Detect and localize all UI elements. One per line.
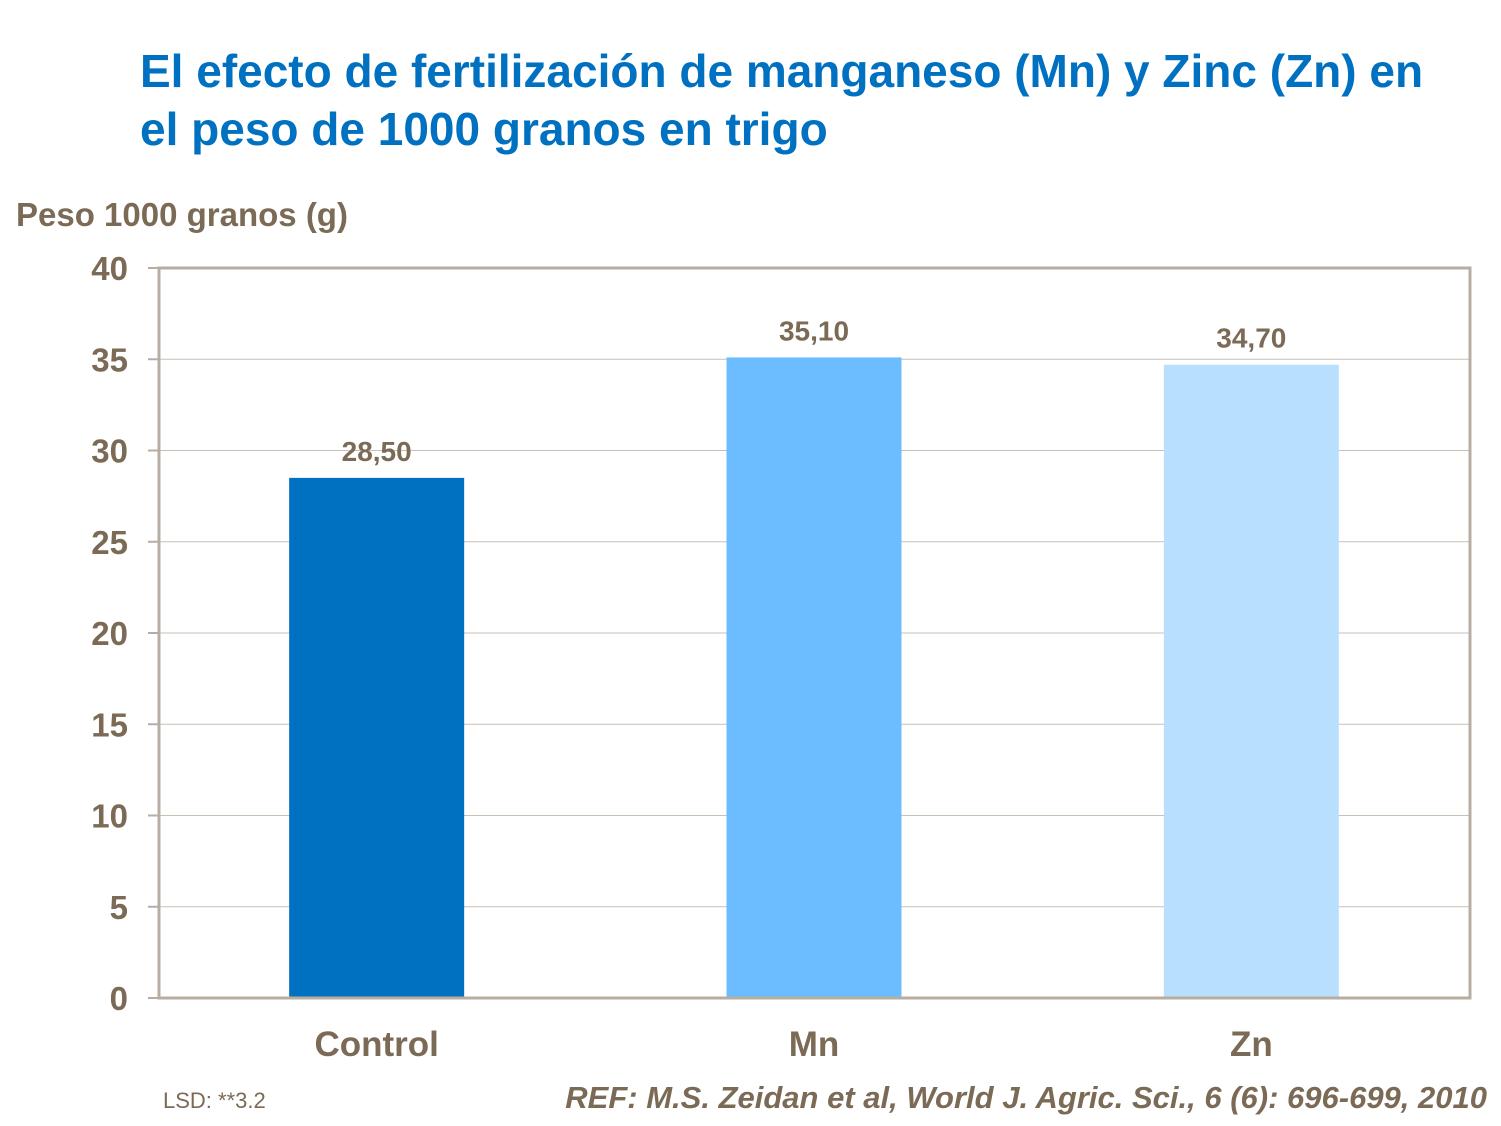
- y-tick-label: 20: [91, 615, 128, 652]
- bar-control: [289, 477, 465, 998]
- chart-title: El efecto de fertilización de manganeso …: [140, 45, 1424, 155]
- y-tick-label: 35: [91, 341, 128, 378]
- plot-border: [157, 266, 1472, 1000]
- y-tick-label: 40: [91, 250, 128, 287]
- x-tick-label: Mn: [789, 1025, 840, 1064]
- reference-text: REF: M.S. Zeidan et al, World J. Agric. …: [565, 1080, 1487, 1115]
- data-label: 28,50: [342, 436, 412, 467]
- y-tick-label: 15: [91, 706, 128, 743]
- bar-mn: [726, 357, 902, 998]
- y-tick-label: 0: [110, 980, 128, 1017]
- y-tick-label: 5: [110, 889, 128, 926]
- x-tick-label: Control: [314, 1025, 438, 1064]
- data-label: 34,70: [1216, 323, 1286, 354]
- x-tick-label: Zn: [1230, 1025, 1273, 1064]
- data-label: 35,10: [779, 315, 849, 346]
- bar-zn: [1163, 364, 1339, 999]
- y-tick-label: 25: [91, 524, 128, 561]
- y-axis-label: Peso 1000 granos (g): [16, 196, 348, 233]
- lsd-footnote: LSD: **3.2: [163, 1088, 266, 1113]
- y-tick-label: 10: [91, 798, 128, 835]
- y-tick-label: 30: [91, 433, 128, 470]
